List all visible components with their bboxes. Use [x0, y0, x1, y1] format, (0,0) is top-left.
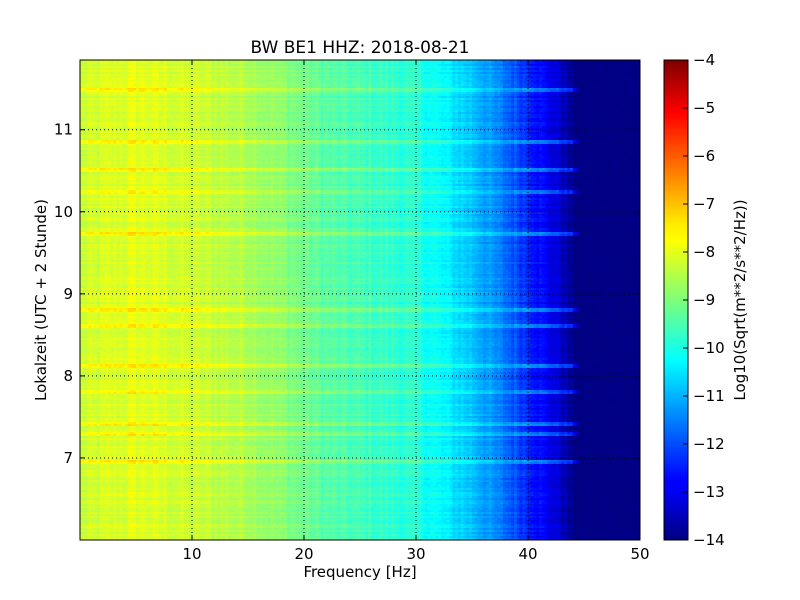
- chart-title: BW BE1 HHZ: 2018-08-21: [250, 38, 469, 58]
- spectrogram-figure: BW BE1 HHZ: 2018-08-21 10 20 30 40 50 789101…: [0, 0, 800, 600]
- spectrogram-heatmap: [80, 60, 641, 541]
